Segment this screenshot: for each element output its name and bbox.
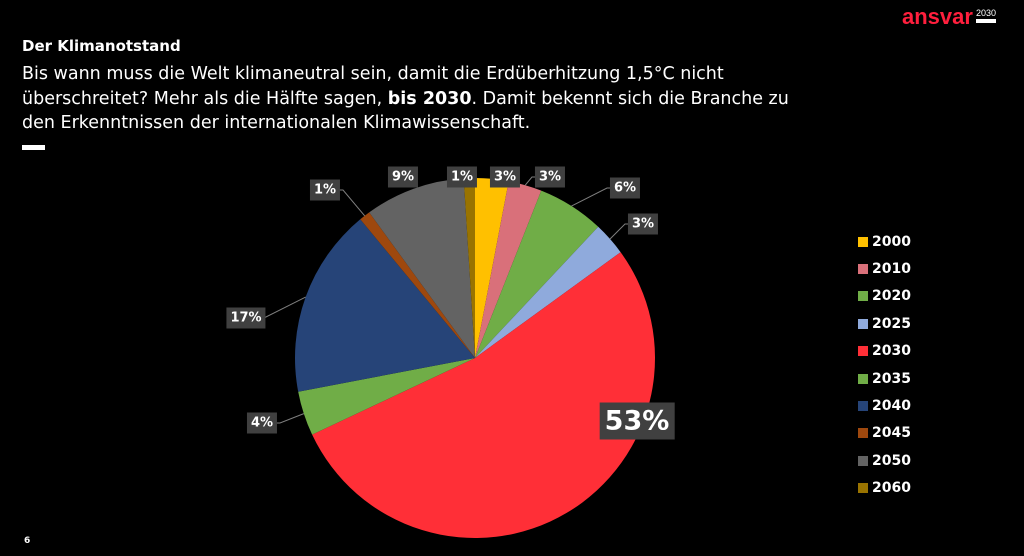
legend-item-2040: 2040 (858, 392, 911, 419)
legend-label: 2035 (872, 370, 911, 387)
legend-swatch (858, 291, 868, 302)
legend-label: 2040 (872, 398, 911, 415)
legend-item-2045: 2045 (858, 420, 911, 447)
pie-slice-2020 (475, 190, 599, 358)
chart-legend: 2000 2010 2020 2025 2030 2035 2040 2045 2050 2060 (858, 228, 911, 502)
legend-item-2000: 2000 (858, 228, 911, 255)
data-label-2000: 3% (489, 166, 521, 188)
pie-slice-2010 (475, 181, 542, 358)
legend-swatch (858, 346, 868, 357)
legend-swatch (858, 264, 868, 275)
data-label-2060: 1% (446, 166, 478, 188)
body-text-part2: . Damit bekennt sich die Branche zu den … (22, 88, 789, 134)
slide-heading: Der Klimanotstand (22, 37, 181, 55)
pie-slice-2040 (295, 219, 475, 392)
legend-label: 2050 (872, 452, 911, 469)
legend-label: 2030 (872, 343, 911, 360)
pie-slice-2030 (312, 252, 656, 538)
legend-swatch (858, 483, 868, 494)
legend-item-2030: 2030 (858, 338, 911, 365)
legend-item-2060: 2060 (858, 475, 911, 502)
legend-swatch (858, 236, 868, 247)
legend-label: 2025 (872, 315, 911, 332)
data-label-2045: 1% (309, 179, 341, 201)
data-label-2050: 9% (387, 166, 419, 188)
pie-slice-2045 (360, 212, 475, 358)
logo-year: 2030 (975, 9, 996, 23)
data-label-2020: 6% (609, 177, 641, 199)
pie-slice-2025 (475, 226, 621, 358)
legend-item-2050: 2050 (858, 447, 911, 474)
legend-swatch (858, 428, 868, 439)
legend-item-2025: 2025 (858, 310, 911, 337)
data-label-2030: 53% (599, 402, 675, 440)
body-text-bold: bis 2030 (387, 88, 472, 109)
legend-swatch (858, 401, 868, 412)
body-text-part1: Bis wann muss die Welt klimaneutral sein… (22, 64, 724, 109)
legend-label: 2010 (872, 261, 911, 278)
data-label-2035: 4% (246, 412, 278, 434)
pie-slice-2035 (298, 358, 475, 435)
data-label-2040: 17% (226, 307, 266, 329)
legend-swatch (858, 318, 868, 329)
legend-label: 2020 (872, 288, 911, 305)
accent-bar (22, 145, 45, 150)
legend-swatch (858, 455, 868, 466)
legend-label: 2045 (872, 425, 911, 442)
legend-swatch (858, 373, 868, 384)
data-label-2010: 3% (534, 166, 566, 188)
legend-label: 2060 (872, 480, 911, 497)
page-number: 6 (24, 536, 31, 546)
legend-item-2010: 2010 (858, 255, 911, 282)
legend-label: 2000 (872, 233, 911, 250)
pie-slice-2000 (475, 178, 509, 358)
ansvar-logo: ansvar 2030 (902, 6, 996, 28)
pie-slice-2060 (463, 178, 475, 358)
logo-word: ansvar (902, 4, 973, 29)
legend-item-2020: 2020 (858, 283, 911, 310)
slide-body-text: Bis wann muss die Welt klimaneutral sein… (22, 62, 822, 136)
data-label-2025: 3% (627, 213, 659, 235)
legend-item-2035: 2035 (858, 365, 911, 392)
pie-slice-2050 (369, 178, 475, 358)
